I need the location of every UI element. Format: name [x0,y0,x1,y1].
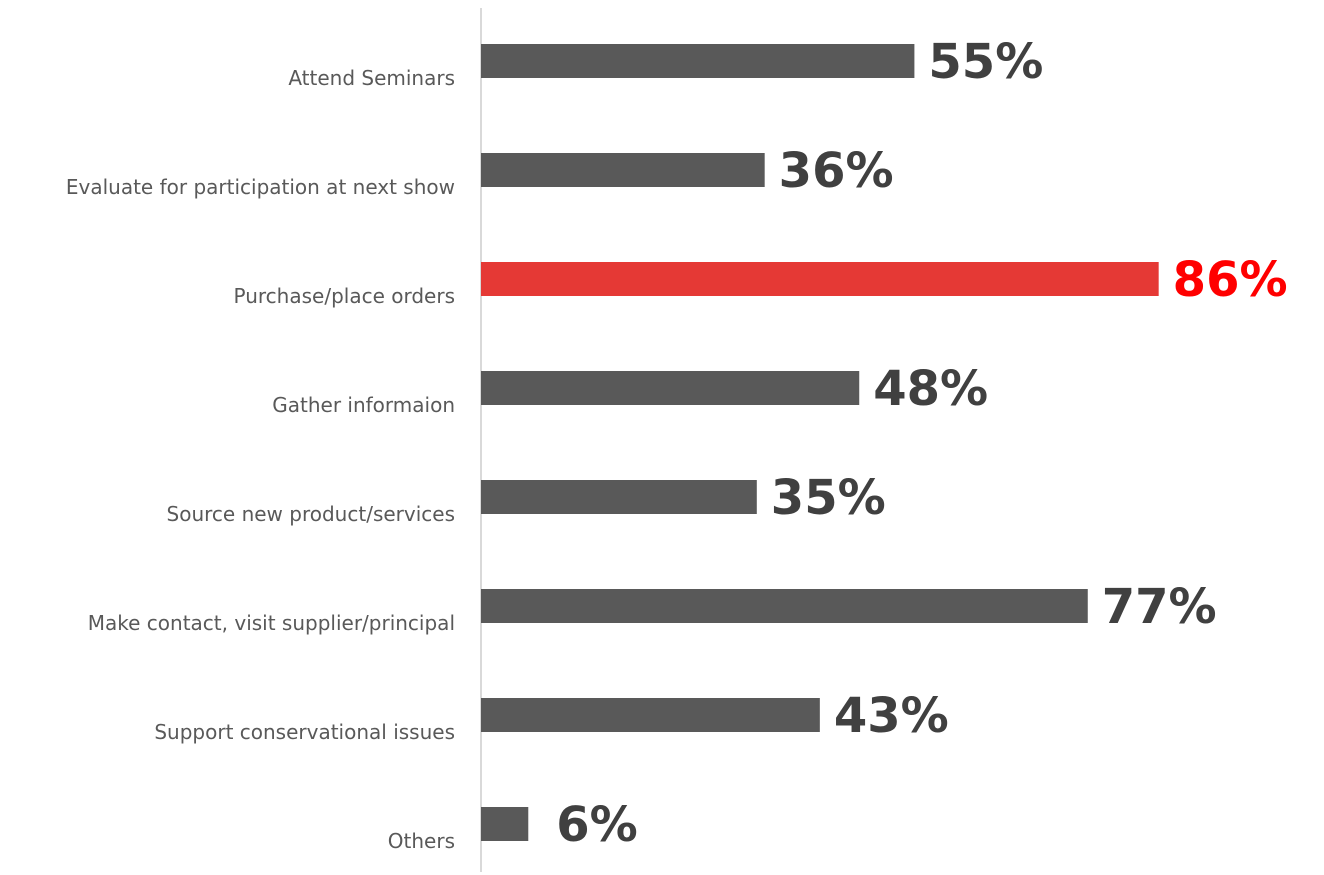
category-label-8: Others [388,829,455,853]
value-label-3: 86% [1173,252,1288,308]
value-label-1: 55% [928,34,1043,90]
bar-6 [481,589,1088,623]
value-labels: 55% 36% 86% 48% 35% 77% 43% 6% [556,34,1287,853]
bar-5 [481,480,757,514]
bar-series [481,44,1159,841]
category-label-4: Gather informaion [272,393,455,417]
value-label-6: 77% [1102,579,1217,635]
category-label-2: Evaluate for participation at next show [66,175,455,199]
category-labels: Attend Seminars Evaluate for participatio… [66,66,455,853]
category-label-3: Purchase/place orders [234,284,455,308]
bar-2 [481,153,765,187]
bar-7 [481,698,820,732]
value-label-4: 48% [873,361,988,417]
category-label-6: Make contact, visit supplier/principal [88,611,455,635]
bar-8 [481,807,529,841]
bar-1 [481,44,915,78]
value-label-2: 36% [779,143,894,199]
category-label-1: Attend Seminars [288,66,455,90]
value-label-8: 6% [556,797,638,853]
value-label-5: 35% [771,470,886,526]
bar-4 [481,371,860,405]
category-label-5: Source new product/services [167,502,455,526]
bar-3 [481,262,1159,296]
category-label-7: Support conservational issues [154,720,455,744]
value-label-7: 43% [834,688,949,744]
